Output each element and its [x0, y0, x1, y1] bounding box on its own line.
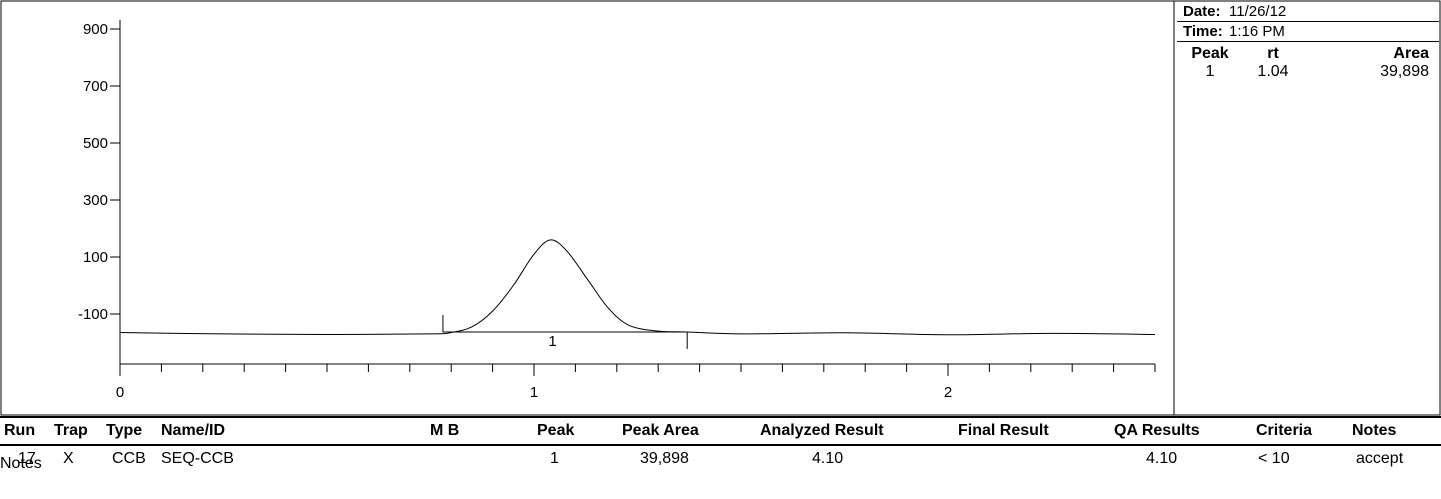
peak-label: 1 — [548, 333, 556, 350]
col-peak: Peak — [537, 422, 575, 439]
col-run: Run — [4, 422, 36, 439]
cell-peak: 1 — [550, 450, 559, 467]
y-tick-label: 100 — [83, 249, 108, 266]
y-tick-label: 700 — [83, 78, 108, 95]
cell-name-id: SEQ-CCB — [161, 450, 234, 467]
time-row: Time: 1:16 PM — [1177, 22, 1439, 42]
x-tick-label: 1 — [530, 384, 538, 401]
peak-rt: 1.04 — [1257, 63, 1289, 80]
plot-area: 1 — [119, 239, 1156, 350]
time-label: Time: — [1183, 23, 1223, 40]
chart-border — [0, 0, 1441, 416]
x-tick-label: 2 — [944, 384, 952, 401]
axes: 900 700 500 300 100 -100 0 1 2 — [78, 20, 1156, 401]
area-col-header: Area — [1393, 45, 1429, 62]
peak-table-row: 1 1.04 39,898 — [1177, 63, 1439, 81]
col-analyzed-result: Analyzed Result — [760, 422, 884, 439]
col-criteria: Criteria — [1256, 422, 1313, 439]
results-header-row: Run Trap Type Name/ID M B Peak Peak Area… — [0, 416, 1441, 446]
y-tick-label: 900 — [83, 21, 108, 38]
peak-area: 39,898 — [1380, 63, 1429, 80]
cell-criteria: < 10 — [1258, 450, 1290, 467]
cell-analyzed-result: 4.10 — [812, 450, 844, 467]
col-trap: Trap — [54, 422, 88, 439]
peak-number: 1 — [1205, 63, 1215, 80]
notes-label: Notes — [0, 455, 42, 472]
x-tick-label: 0 — [116, 384, 124, 401]
run-info-panel: Date: 11/26/12 Time: 1:16 PM Peak rt Are… — [1177, 2, 1439, 81]
y-tick-label: 300 — [83, 192, 108, 209]
y-tick-label: -100 — [78, 306, 108, 323]
rt-col-header: rt — [1267, 45, 1279, 62]
cell-type: CCB — [112, 450, 146, 467]
date-value: 11/26/12 — [1229, 3, 1287, 20]
cell-qa-results: 4.10 — [1146, 450, 1178, 467]
col-type: Type — [106, 422, 143, 439]
col-final-result: Final Result — [958, 422, 1049, 439]
results-data-row: 17 X CCB SEQ-CCB 1 39,898 4.10 4.10 < 10… — [0, 446, 1441, 474]
cell-notes: accept — [1356, 450, 1404, 467]
results-table: Run Trap Type Name/ID M B Peak Peak Area… — [0, 416, 1441, 499]
cell-run: 17 — [18, 450, 36, 467]
chromatogram-chart: 900 700 500 300 100 -100 0 1 2 1 — [0, 0, 1441, 416]
y-tick-label: 500 — [83, 135, 108, 152]
col-mb: M B — [430, 422, 460, 439]
col-qa-results: QA Results — [1114, 422, 1200, 439]
date-row: Date: 11/26/12 — [1177, 2, 1439, 22]
col-notes: Notes — [1352, 422, 1397, 439]
time-value: 1:16 PM — [1229, 23, 1285, 40]
cell-peak-area: 39,898 — [640, 450, 689, 467]
col-name-id: Name/ID — [161, 422, 226, 439]
col-peak-area: Peak Area — [622, 422, 699, 439]
chromatogram-panel: 900 700 500 300 100 -100 0 1 2 1 Date: 11/26/12 … — [0, 0, 1441, 416]
peak-col-header: Peak — [1191, 45, 1229, 62]
chromatogram-trace — [119, 239, 1156, 336]
peak-table-header: Peak rt Area — [1177, 45, 1439, 63]
date-label: Date: — [1183, 3, 1221, 20]
cell-trap: X — [63, 450, 74, 467]
